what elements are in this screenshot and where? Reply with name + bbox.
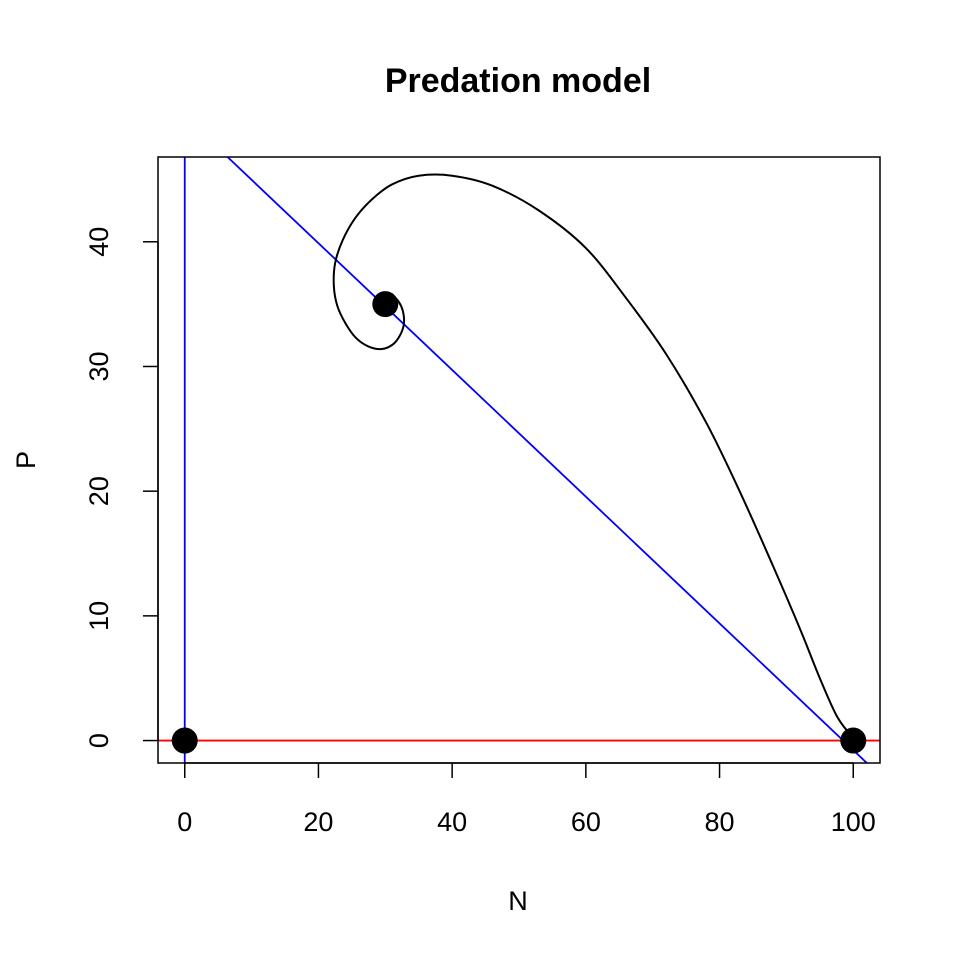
y-tick-label: 30: [84, 351, 114, 381]
y-tick-label: 20: [84, 476, 114, 506]
chart-title: Predation model: [385, 62, 651, 100]
equilibrium-point-2: [372, 291, 399, 318]
x-tick-label: 100: [831, 807, 876, 837]
y-tick-label: 10: [84, 601, 114, 631]
x-tick-label: 80: [705, 807, 735, 837]
x-tick-label: 0: [177, 807, 192, 837]
x-tick-label: 20: [303, 807, 333, 837]
y-tick-label: 40: [84, 227, 114, 257]
y-axis: 0 10 20 30 40: [84, 227, 159, 748]
y-axis-label: P: [11, 451, 41, 469]
equilibrium-point-3: [840, 727, 867, 754]
y-tick-label: 0: [84, 733, 114, 748]
equilibrium-layer: [171, 291, 867, 754]
x-axis-label: N: [508, 886, 528, 916]
x-tick-label: 60: [571, 807, 601, 837]
x-axis: 0 20 40 60 80 100: [177, 762, 876, 837]
equilibrium-point-1: [171, 727, 198, 754]
x-tick-label: 40: [437, 807, 467, 837]
